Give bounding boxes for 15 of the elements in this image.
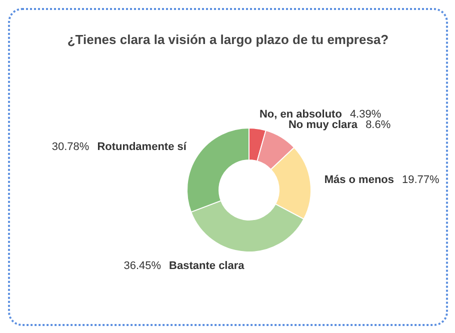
donut-slice: [256, 130, 295, 170]
slice-label: Más o menos: [324, 174, 394, 186]
data-label: 4.39%: [350, 108, 382, 121]
data-label: 8.6%: [366, 119, 391, 132]
slice-label: No, en absoluto: [259, 108, 342, 121]
data-label: 36.45%: [124, 260, 162, 272]
donut-slice: [270, 147, 312, 220]
donut-slice: [190, 200, 304, 252]
donut-slice: [186, 128, 250, 213]
chart-title: ¿Tienes clara la visión a largo plazo de tu empresa?: [66, 32, 390, 47]
slice-label: Rotundamente sí: [97, 140, 188, 153]
data-label: 30.78%: [52, 140, 90, 153]
slice-label: Bastante clara: [169, 260, 246, 272]
slice-label: No muy clara: [288, 119, 358, 132]
data-label: 19.77%: [402, 174, 440, 186]
